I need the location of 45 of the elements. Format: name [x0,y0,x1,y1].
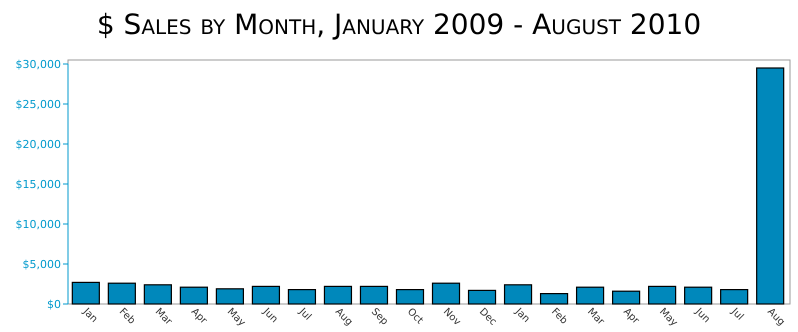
y-tick-label: $15,000 [16,178,61,191]
bar [756,67,784,305]
x-tick-label: Apr [620,306,642,327]
bar [612,290,640,305]
x-tick-label: Nov [440,306,463,328]
x-tick-label: Jan [512,306,532,326]
y-tick-label: $10,000 [16,218,61,231]
x-tick-label: Jan [80,306,100,326]
chart-title: $ Sales by Month, January 2009 - August 2010 [96,8,702,41]
x-tick-label: Feb [116,306,138,327]
x-tick-label: Aug [332,306,354,328]
bar [432,282,460,305]
bar [576,286,604,305]
bar [288,289,316,305]
x-tick-label: Jul [296,306,314,323]
y-tick-label: $30,000 [16,58,61,71]
x-tick-label: Aug [765,306,787,328]
y-tick-label: $25,000 [16,98,61,111]
bar [540,293,568,305]
x-tick-label: Oct [404,306,425,326]
bar [180,286,208,305]
bar [468,290,496,305]
bar [108,282,136,305]
bar [684,286,712,305]
bar [72,282,100,305]
y-tick-label: $20,000 [16,138,61,151]
bar [504,284,532,305]
x-tick-label: Jul [728,306,746,323]
x-tick-label: Mar [152,306,174,328]
x-tick-label: Mar [584,306,607,328]
x-tick-label: Feb [548,306,570,327]
bar [720,289,748,305]
bar [252,286,280,305]
bar [324,286,352,305]
bar [360,286,388,305]
y-tick-label: $0 [47,298,61,311]
bar [648,286,676,305]
x-tick-label: Jun [692,306,712,326]
x-tick-label: Jun [260,306,280,326]
bar [216,288,244,305]
x-tick-label: Sep [368,306,390,328]
bar [396,289,424,305]
x-tick-label: Apr [188,306,210,327]
bar [144,284,172,305]
y-tick-label: $5,000 [22,258,61,271]
